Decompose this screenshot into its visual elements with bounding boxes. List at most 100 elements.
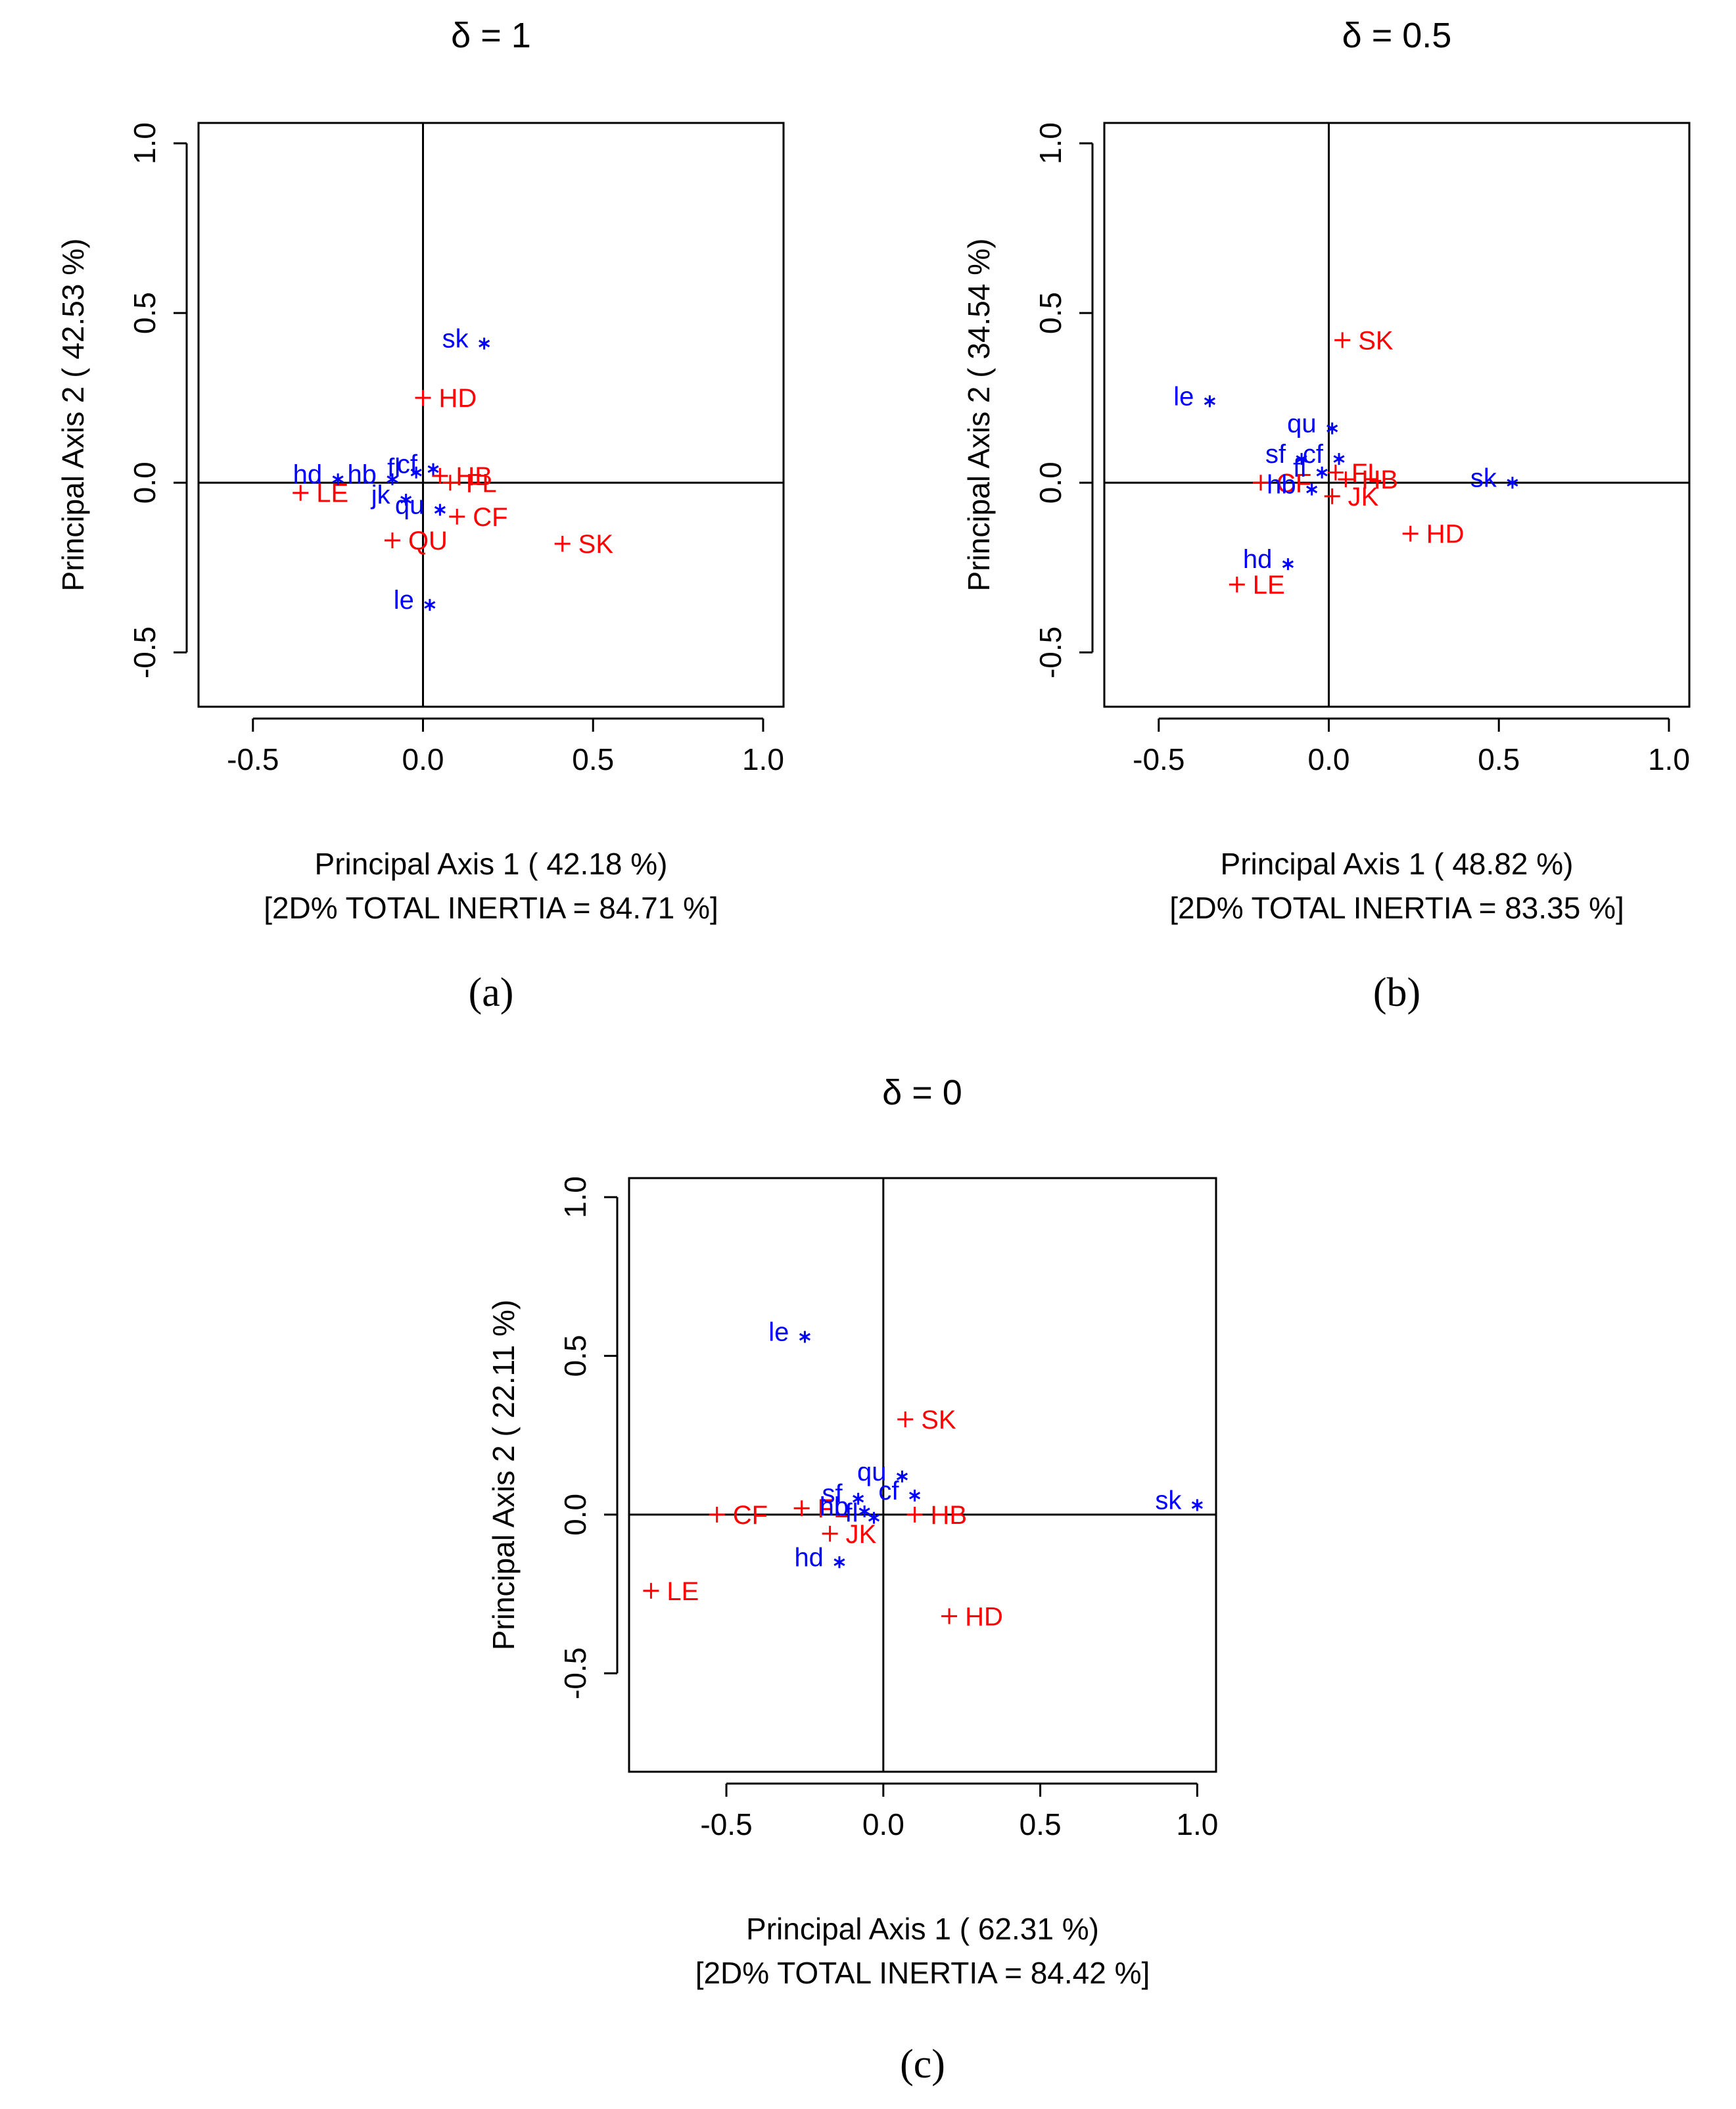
plus-marker: [941, 1608, 958, 1624]
point-label: sk: [442, 325, 469, 354]
asterisk-marker: [909, 1489, 921, 1502]
asterisk-marker: [1316, 466, 1328, 479]
x-tick-label: 1.0: [1176, 1807, 1218, 1841]
point-label: hb: [1267, 471, 1296, 500]
point-label: hd: [794, 1543, 824, 1572]
point-label: le: [768, 1317, 789, 1346]
plus-marker: [897, 1411, 914, 1427]
point-label: FL: [466, 469, 497, 498]
asterisk-marker: [400, 494, 412, 506]
y-axis-title: Principal Axis 2 ( 42.53 %): [56, 239, 90, 592]
column-point-jk: jk: [371, 481, 412, 509]
point-label: cf: [397, 450, 418, 479]
chart-panel-2: δ = 0.5 -0.5 0.0 0.5 1.0 -0.5 0.0 0.5 1.0 Princip…: [962, 16, 1691, 1015]
x-axis-title: Principal Axis 1 ( 42.18 %): [315, 847, 668, 881]
column-point-sf: sf: [822, 1480, 864, 1509]
x-tick-label: -0.5: [700, 1807, 752, 1841]
point-label: fl: [845, 1499, 858, 1528]
chart-panel-1: δ = 1 -0.5 0.0 0.5 1.0 -0.5 0.0 0.5 1.0 Principal…: [56, 16, 785, 1015]
row-point-hd: HD: [415, 384, 477, 413]
column-point-fl: fl: [1293, 454, 1328, 483]
point-label: fl: [387, 454, 400, 483]
point-label: le: [394, 586, 414, 615]
chart-panel-3: δ = 0 -0.5 0.0 0.5 1.0 -0.5 0.0 0.5 1.0 Principal…: [486, 1073, 1218, 2087]
asterisk-marker: [424, 599, 436, 611]
inertia-label: [2D% TOTAL INERTIA = 84.71 %]: [264, 891, 718, 925]
row-point-hb: HB: [906, 1501, 968, 1530]
x-tick-label: -0.5: [1133, 742, 1185, 776]
asterisk-marker: [1333, 453, 1345, 465]
point-label: LE: [1253, 571, 1285, 600]
asterisk-marker: [1326, 422, 1338, 435]
column-point-cf: cf: [878, 1477, 921, 1505]
point-label: LE: [667, 1577, 699, 1606]
point-label: le: [1173, 382, 1194, 411]
point-label: qu: [857, 1457, 887, 1486]
plus-marker: [1338, 471, 1354, 488]
row-point-hb: HB: [1338, 465, 1398, 494]
column-point-hd: hd: [293, 460, 344, 489]
asterisk-marker: [1507, 477, 1518, 489]
point-label: HB: [1361, 465, 1398, 494]
y-tick-label: 0.0: [1033, 462, 1067, 504]
row-point-fl: FL: [1327, 459, 1382, 488]
column-point-cf: cf: [397, 450, 439, 479]
asterisk-marker: [1204, 395, 1215, 408]
row-point-sk: SK: [554, 530, 613, 559]
asterisk-marker: [479, 337, 490, 350]
point-label: HB: [456, 462, 492, 491]
plus-marker: [432, 467, 448, 484]
point-label: QU: [408, 527, 448, 556]
x-tick-label: 0.0: [862, 1807, 904, 1841]
row-point-cf: CF: [709, 1501, 768, 1530]
x-tick-label: 0.5: [1020, 1807, 1062, 1841]
asterisk-marker: [427, 463, 439, 475]
point-label: cf: [878, 1477, 899, 1505]
column-point-hd: hd: [1243, 545, 1294, 574]
row-point-le: LE: [293, 479, 348, 508]
row-point-jk: JK: [1324, 483, 1379, 511]
y-tick-label: 0.0: [558, 1494, 592, 1536]
x-axis-title: Principal Axis 1 ( 48.82 %): [1221, 847, 1574, 881]
row-point-hd: HD: [1402, 520, 1465, 549]
plot-frame: [1103, 122, 1691, 708]
column-point-hd: hd: [794, 1543, 845, 1572]
point-label: FL: [818, 1494, 849, 1523]
x-tick-label: 0.5: [1478, 742, 1520, 776]
point-label: LE: [316, 479, 348, 508]
row-point-fl: FL: [442, 469, 497, 498]
y-tick-label: -0.5: [1033, 627, 1067, 678]
plus-marker: [643, 1582, 659, 1599]
row-point-cf: CF: [449, 503, 508, 532]
x-axis-title: Principal Axis 1 ( 62.31 %): [746, 1912, 1099, 1946]
y-tick-label: 0.5: [558, 1335, 592, 1377]
asterisk-marker: [1306, 483, 1318, 496]
y-axis-title: Principal Axis 2 ( 22.11 %): [486, 1300, 521, 1651]
row-point-hd: HD: [941, 1602, 1003, 1631]
point-label: sf: [822, 1480, 843, 1509]
y-tick-label: 1.0: [128, 122, 162, 164]
column-point-sf: sf: [1265, 440, 1307, 469]
asterisk-marker: [410, 466, 422, 479]
column-point-fl: fl: [845, 1499, 880, 1528]
point-label: hd: [1243, 545, 1273, 574]
row-point-le: LE: [1229, 571, 1285, 600]
point-label: HD: [1426, 520, 1465, 549]
inertia-label: [2D% TOTAL INERTIA = 84.42 %]: [695, 1956, 1150, 1990]
row-point-hb: HB: [432, 462, 492, 491]
row-point-sk: SK: [1334, 326, 1394, 355]
plot-frame: [197, 122, 785, 708]
point-label: sk: [1470, 463, 1497, 492]
point-label: hb: [820, 1492, 849, 1521]
asterisk-marker: [858, 1505, 870, 1518]
column-point-sk: sk: [1155, 1486, 1203, 1515]
point-label: SK: [1358, 326, 1394, 355]
x-tick-label: 1.0: [1648, 742, 1690, 776]
column-point-qu: qu: [1287, 410, 1338, 438]
x-tick-label: 0.0: [1308, 742, 1350, 776]
point-label: HB: [931, 1501, 968, 1530]
plus-marker: [793, 1500, 810, 1517]
point-label: CF: [733, 1501, 768, 1530]
